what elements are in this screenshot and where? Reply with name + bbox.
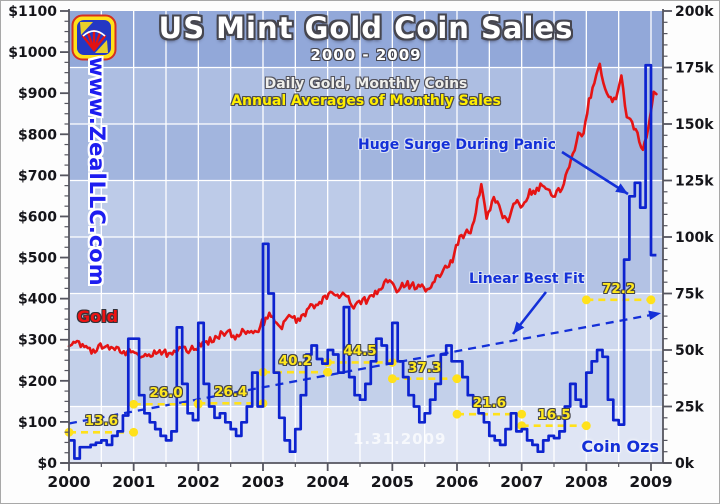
- x-axis-tick-label: 2002: [177, 473, 220, 491]
- x-axis-tick-label: 2005: [371, 473, 414, 491]
- best-fit-arrowhead: [648, 310, 661, 321]
- avg-dot: [581, 421, 591, 431]
- plot-band: [69, 237, 663, 294]
- surge-arrow-head: [615, 183, 628, 194]
- x-axis-tick-label: 2001: [112, 473, 155, 491]
- left-axis-tick-label: $300: [18, 333, 57, 349]
- x-axis-tick-label: 2004: [306, 473, 349, 491]
- left-axis-tick-label: $600: [18, 209, 57, 225]
- left-axis-tick-label: $0: [38, 456, 58, 472]
- left-axis-tick-label: $1100: [8, 4, 57, 20]
- left-axis-tick-label: $400: [18, 292, 57, 308]
- avg-dot: [581, 295, 591, 305]
- left-axis-tick-label: $200: [18, 374, 57, 390]
- plot-band: [69, 67, 663, 124]
- x-axis-tick-label: 2007: [500, 473, 543, 491]
- left-axis-tick-label: $100: [18, 415, 57, 431]
- avg-dot: [452, 409, 462, 419]
- avg-dot: [323, 367, 333, 377]
- right-axis-tick-label: 50k: [675, 343, 704, 359]
- gold-price-line: [67, 62, 658, 360]
- avg-dot: [387, 374, 397, 384]
- right-axis-tick-label: 75k: [675, 287, 704, 303]
- best-fit-line: [68, 313, 652, 425]
- left-axis-tick-label: $1000: [8, 45, 57, 61]
- avg-dot: [646, 295, 656, 305]
- plot-band: [69, 11, 663, 68]
- x-axis-tick-label: 2003: [241, 473, 284, 491]
- left-axis-tick-label: $700: [18, 168, 57, 184]
- plot-band: [69, 180, 663, 237]
- right-axis-tick-label: 150k: [675, 117, 714, 133]
- avg-dot: [517, 409, 527, 419]
- avg-dot: [129, 399, 139, 409]
- best-fit-pointer-arrow-head: [513, 321, 525, 334]
- right-axis-tick-label: 0k: [675, 456, 695, 472]
- x-axis-tick-label: 2006: [435, 473, 478, 491]
- plot-band: [69, 406, 663, 463]
- avg-dot: [452, 374, 462, 384]
- surge-arrow: [561, 150, 629, 196]
- coin-sales-step-line: [69, 63, 657, 460]
- right-axis-tick-label: 175k: [675, 61, 714, 77]
- left-axis-tick-label: $900: [18, 86, 57, 102]
- left-axis-tick-label: $500: [18, 251, 57, 267]
- right-axis-tick-label: 200k: [675, 4, 714, 20]
- right-axis-tick-label: 100k: [675, 230, 714, 246]
- right-axis-tick-label: 25k: [675, 400, 704, 416]
- avg-dot: [129, 427, 139, 437]
- x-axis-tick-label: 2000: [47, 473, 90, 491]
- x-axis-tick-label: 2009: [629, 473, 672, 491]
- x-axis-tick-label: 2008: [565, 473, 608, 491]
- right-axis-tick-label: 125k: [675, 174, 714, 190]
- left-axis-tick-label: $800: [18, 127, 57, 143]
